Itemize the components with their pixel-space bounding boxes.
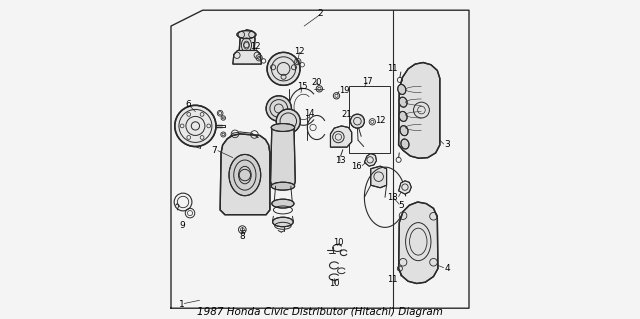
- Text: 3: 3: [444, 140, 450, 149]
- Ellipse shape: [401, 139, 409, 149]
- Text: 6: 6: [185, 100, 191, 109]
- Text: 10: 10: [333, 238, 344, 247]
- Polygon shape: [399, 181, 412, 194]
- Polygon shape: [330, 126, 352, 147]
- Polygon shape: [220, 134, 270, 215]
- Circle shape: [175, 105, 216, 146]
- Text: 19: 19: [339, 86, 349, 95]
- Text: 15: 15: [297, 82, 307, 91]
- Text: 18: 18: [387, 193, 398, 202]
- Text: 4: 4: [444, 264, 450, 273]
- Ellipse shape: [272, 199, 294, 208]
- Text: 20: 20: [311, 78, 321, 87]
- Text: 14: 14: [304, 109, 315, 118]
- Text: 12: 12: [294, 47, 305, 56]
- Text: 12: 12: [250, 42, 260, 51]
- Text: 16: 16: [351, 162, 362, 171]
- Ellipse shape: [271, 123, 294, 131]
- Text: 1987 Honda Civic Distributor (Hitachi) Diagram: 1987 Honda Civic Distributor (Hitachi) D…: [197, 307, 443, 317]
- Ellipse shape: [399, 111, 407, 122]
- Polygon shape: [371, 166, 387, 188]
- Text: 1: 1: [179, 300, 185, 309]
- Text: 9: 9: [179, 221, 185, 230]
- Ellipse shape: [399, 97, 407, 107]
- Ellipse shape: [273, 217, 293, 227]
- Text: 12: 12: [376, 116, 386, 125]
- Ellipse shape: [237, 31, 256, 39]
- Polygon shape: [399, 63, 440, 158]
- Circle shape: [351, 114, 364, 128]
- Text: 21: 21: [342, 110, 353, 119]
- Text: 7: 7: [211, 146, 217, 155]
- Polygon shape: [233, 50, 261, 64]
- Text: 5: 5: [398, 201, 404, 210]
- Ellipse shape: [229, 154, 260, 196]
- Ellipse shape: [271, 182, 294, 190]
- Circle shape: [266, 96, 291, 121]
- Polygon shape: [399, 202, 438, 284]
- Text: 13: 13: [335, 156, 346, 165]
- Text: 10: 10: [329, 279, 339, 288]
- Text: 17: 17: [362, 77, 372, 86]
- Circle shape: [267, 52, 300, 85]
- Polygon shape: [239, 30, 255, 51]
- Ellipse shape: [397, 85, 406, 94]
- Text: 8: 8: [239, 232, 245, 241]
- Circle shape: [276, 109, 300, 133]
- Ellipse shape: [400, 126, 408, 136]
- Text: 11: 11: [387, 275, 398, 284]
- Text: 2: 2: [317, 9, 323, 18]
- Polygon shape: [364, 153, 376, 166]
- Polygon shape: [271, 128, 295, 186]
- Text: 11: 11: [387, 64, 398, 73]
